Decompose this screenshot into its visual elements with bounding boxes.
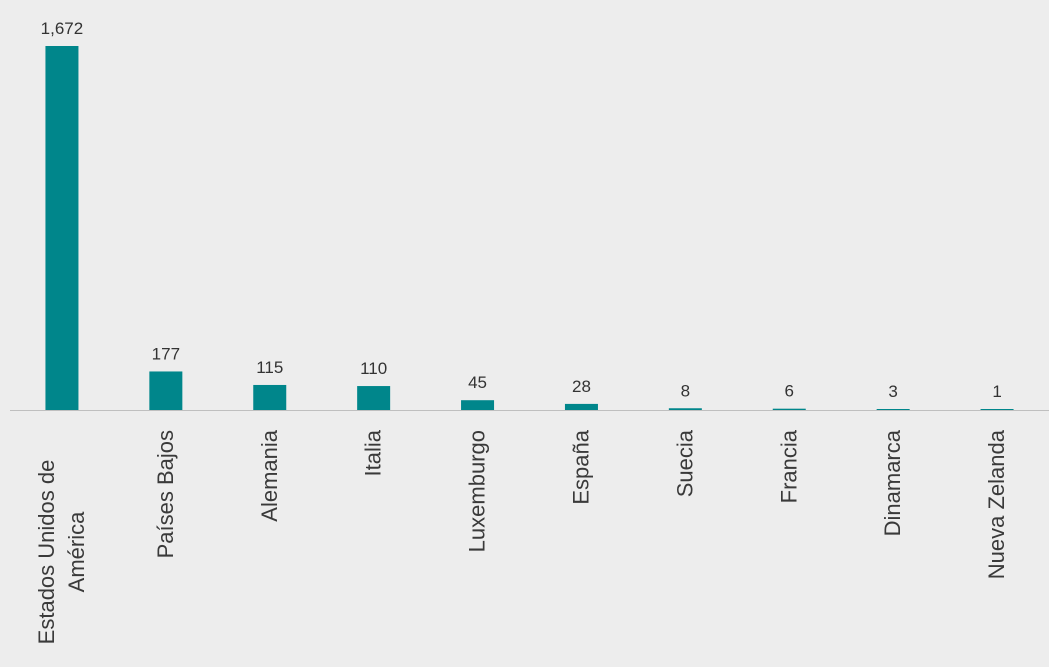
x-tick-label-line: Estados Unidos de bbox=[34, 460, 59, 645]
x-tick-label: Italia bbox=[361, 429, 386, 476]
bar-value-label: 6 bbox=[785, 382, 794, 401]
x-tick-label-line: Italia bbox=[361, 429, 386, 476]
x-tick-label: España bbox=[568, 429, 593, 504]
bar bbox=[980, 409, 1014, 410]
bar-value-label: 177 bbox=[152, 344, 180, 363]
bar-value-label: 8 bbox=[681, 381, 690, 400]
x-tick-label-line: América bbox=[64, 511, 89, 592]
bar-value-label: 28 bbox=[572, 377, 591, 396]
x-tick-label: Nueva Zelanda bbox=[984, 429, 1009, 579]
x-tick-label-line: Dinamarca bbox=[880, 429, 905, 536]
bar-value-label: 110 bbox=[360, 359, 387, 378]
bar bbox=[564, 403, 598, 410]
x-tick-label-line: Luxemburgo bbox=[465, 430, 490, 552]
x-tick-label-line: Alemania bbox=[257, 429, 282, 521]
bar bbox=[149, 371, 183, 410]
bar-value-label: 115 bbox=[256, 358, 283, 377]
x-tick-label-line: España bbox=[568, 429, 593, 504]
x-tick-label-line: Suecia bbox=[672, 429, 697, 497]
bar bbox=[876, 409, 910, 410]
x-tick-label: Dinamarca bbox=[880, 429, 905, 536]
x-tick-label: Luxemburgo bbox=[465, 430, 490, 552]
x-tick-labels-group: Estados Unidos de América Países Bajos Alem… bbox=[34, 429, 1009, 644]
x-tick-label: Suecia bbox=[672, 429, 697, 497]
bar bbox=[357, 386, 391, 410]
bars-group bbox=[45, 46, 1014, 410]
bar-value-label: 1,672 bbox=[41, 19, 84, 38]
bar bbox=[668, 408, 702, 410]
x-tick-label: Francia bbox=[776, 429, 801, 503]
bar-value-label: 45 bbox=[468, 373, 487, 392]
bar-value-label: 1 bbox=[992, 382, 1001, 401]
bar bbox=[253, 384, 287, 410]
x-tick-label: Alemania bbox=[257, 429, 282, 521]
bar bbox=[772, 408, 806, 410]
bar bbox=[461, 400, 495, 410]
x-tick-label: Países Bajos bbox=[153, 430, 178, 558]
value-labels-group: 1,672 177 115 110 45 28 8 6 3 1 bbox=[41, 19, 1002, 401]
bar-value-label: 3 bbox=[888, 382, 897, 401]
bar bbox=[45, 46, 79, 410]
x-tick-label: Estados Unidos de América bbox=[34, 460, 89, 645]
x-tick-label-line: Francia bbox=[776, 429, 801, 503]
x-tick-label-line: Nueva Zelanda bbox=[984, 429, 1009, 579]
x-tick-label-line: Países Bajos bbox=[153, 430, 178, 558]
